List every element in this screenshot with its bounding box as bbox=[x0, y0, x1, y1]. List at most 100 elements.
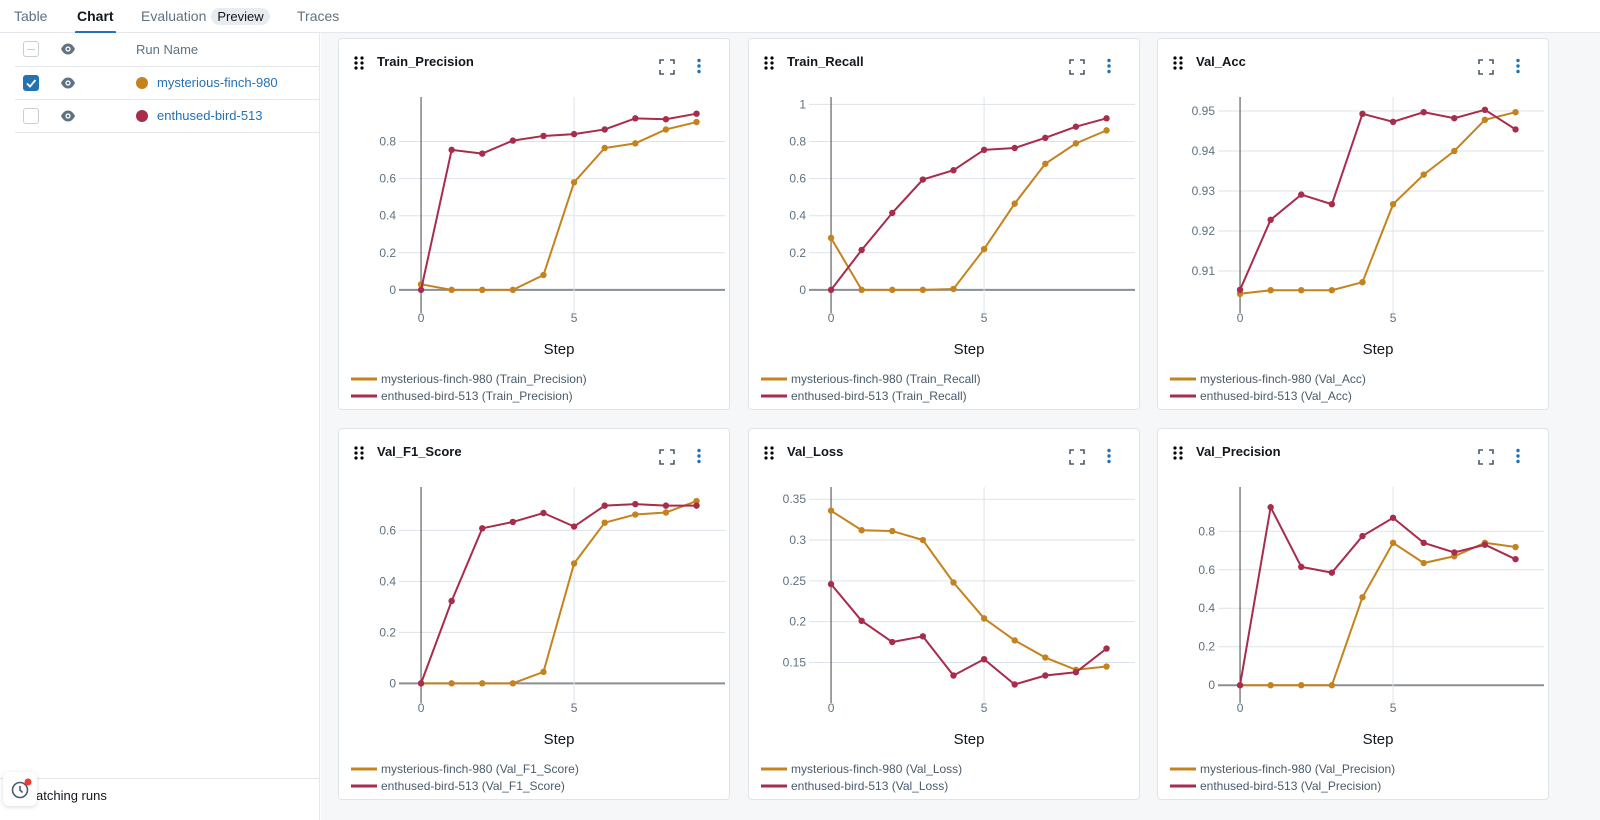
x-tick-label: 5 bbox=[981, 311, 988, 325]
data-point bbox=[693, 502, 700, 509]
run-checkbox[interactable] bbox=[23, 108, 39, 124]
data-point bbox=[1451, 549, 1458, 556]
y-tick-label: 1 bbox=[799, 97, 806, 111]
data-point bbox=[1298, 563, 1305, 571]
eye-icon[interactable] bbox=[60, 76, 76, 90]
chart-title: Val_Precision bbox=[1196, 444, 1281, 459]
history-button[interactable] bbox=[3, 772, 37, 806]
data-point bbox=[1236, 286, 1244, 293]
legend-entry: enthused-bird-513 (Val_F1_Score) bbox=[381, 779, 565, 793]
y-tick-label: 0.3 bbox=[789, 533, 806, 547]
data-point bbox=[1481, 116, 1489, 124]
data-point bbox=[1236, 682, 1244, 689]
data-point bbox=[417, 680, 425, 687]
data-point bbox=[1420, 539, 1427, 547]
run-color-dot[interactable] bbox=[136, 110, 148, 122]
data-point bbox=[1420, 559, 1427, 567]
data-point bbox=[632, 140, 639, 147]
y-tick-label: 0.15 bbox=[783, 655, 807, 669]
notification-dot bbox=[24, 778, 32, 786]
fullscreen-icon[interactable] bbox=[1069, 59, 1085, 75]
data-point bbox=[1042, 134, 1049, 141]
data-point bbox=[662, 509, 670, 516]
run-checkbox[interactable] bbox=[23, 75, 39, 91]
more-options-icon[interactable] bbox=[696, 448, 702, 464]
more-options-icon[interactable] bbox=[1106, 58, 1112, 74]
y-tick-label: 0.4 bbox=[789, 209, 806, 223]
data-point bbox=[693, 118, 700, 126]
data-point bbox=[540, 271, 547, 279]
more-options-icon[interactable] bbox=[1515, 448, 1521, 464]
drag-handle-icon[interactable] bbox=[354, 56, 364, 70]
run-row[interactable]: mysterious-finch-980 bbox=[15, 67, 320, 100]
tab-traces[interactable]: Traces bbox=[297, 8, 340, 24]
series-line-2 bbox=[830, 117, 1107, 291]
y-tick-label: 0.94 bbox=[1192, 144, 1216, 158]
more-options-icon[interactable] bbox=[1106, 448, 1112, 464]
y-tick-label: 0.8 bbox=[789, 135, 806, 149]
y-tick-label: 0.4 bbox=[379, 209, 396, 223]
tab-table[interactable]: Table bbox=[14, 8, 48, 24]
chart-card-val-acc: Val_Acc 0.91 0.92 0.93 0.94 0.95 0 5 Step myster… bbox=[1157, 38, 1549, 410]
data-point bbox=[1267, 287, 1274, 294]
run-name-link[interactable]: mysterious-finch-980 bbox=[157, 75, 278, 90]
more-options-icon[interactable] bbox=[1515, 58, 1521, 74]
y-tick-label: 0 bbox=[799, 283, 806, 297]
fullscreen-icon[interactable] bbox=[1478, 449, 1494, 465]
y-tick-label: 0.8 bbox=[1198, 524, 1215, 538]
tab-evaluation[interactable]: Evaluation Preview bbox=[141, 8, 270, 25]
data-point bbox=[662, 116, 670, 123]
data-point bbox=[919, 633, 927, 640]
data-point bbox=[509, 137, 517, 144]
chart-title: Val_Acc bbox=[1196, 54, 1246, 69]
data-point bbox=[1267, 504, 1274, 511]
drag-handle-icon[interactable] bbox=[764, 56, 774, 70]
legend-entry: enthused-bird-513 (Train_Recall) bbox=[791, 389, 967, 403]
data-point bbox=[1359, 532, 1366, 540]
data-point bbox=[980, 245, 988, 253]
runs-table-header: Run Name bbox=[15, 33, 320, 67]
data-point bbox=[1072, 123, 1080, 130]
fullscreen-icon[interactable] bbox=[659, 449, 675, 465]
data-point bbox=[858, 246, 865, 254]
data-point bbox=[1512, 126, 1519, 133]
fullscreen-icon[interactable] bbox=[659, 59, 675, 75]
legend-entry: enthused-bird-513 (Val_Loss) bbox=[791, 779, 948, 793]
drag-handle-icon[interactable] bbox=[1173, 446, 1183, 460]
data-point bbox=[889, 527, 896, 535]
fullscreen-icon[interactable] bbox=[1069, 449, 1085, 465]
line-chart: 0.91 0.92 0.93 0.94 0.95 0 5 Step mysterious-fin… bbox=[1170, 97, 1544, 403]
tab-chart[interactable]: Chart bbox=[75, 8, 116, 34]
more-options-icon[interactable] bbox=[696, 58, 702, 74]
fullscreen-icon[interactable] bbox=[1478, 59, 1494, 75]
run-color-dot[interactable] bbox=[136, 77, 148, 89]
y-tick-label: 0.6 bbox=[789, 172, 806, 186]
x-tick-label: 0 bbox=[418, 311, 425, 325]
run-name-link[interactable]: enthused-bird-513 bbox=[157, 108, 263, 123]
chart-card-val-loss: Val_Loss 0.15 0.2 0.25 0.3 0.35 0 5 Step mysteri… bbox=[748, 428, 1140, 800]
data-point bbox=[570, 560, 578, 567]
legend-entry: mysterious-finch-980 (Val_Precision) bbox=[1200, 762, 1395, 776]
x-tick-label: 0 bbox=[1237, 701, 1244, 715]
data-point bbox=[662, 126, 670, 133]
eye-icon[interactable] bbox=[60, 42, 76, 56]
drag-handle-icon[interactable] bbox=[354, 446, 364, 460]
select-all-checkbox[interactable] bbox=[23, 41, 39, 57]
y-tick-label: 0.4 bbox=[1198, 601, 1215, 615]
y-tick-label: 0.25 bbox=[783, 574, 807, 588]
data-point bbox=[1072, 140, 1080, 147]
data-point bbox=[1072, 669, 1080, 676]
data-point bbox=[1328, 569, 1336, 576]
y-tick-label: 0.6 bbox=[379, 523, 396, 537]
drag-handle-icon[interactable] bbox=[1173, 56, 1183, 70]
eye-icon[interactable] bbox=[60, 109, 76, 123]
run-row[interactable]: enthused-bird-513 bbox=[15, 100, 320, 133]
drag-handle-icon[interactable] bbox=[764, 446, 774, 460]
data-point bbox=[827, 286, 835, 294]
data-point bbox=[980, 615, 988, 622]
line-chart: 0.15 0.2 0.25 0.3 0.35 0 5 Step mysterious-finch… bbox=[761, 487, 1135, 793]
y-tick-label: 0 bbox=[389, 283, 396, 297]
data-point bbox=[889, 638, 896, 646]
x-tick-label: 0 bbox=[1237, 311, 1244, 325]
data-point bbox=[1042, 160, 1049, 167]
